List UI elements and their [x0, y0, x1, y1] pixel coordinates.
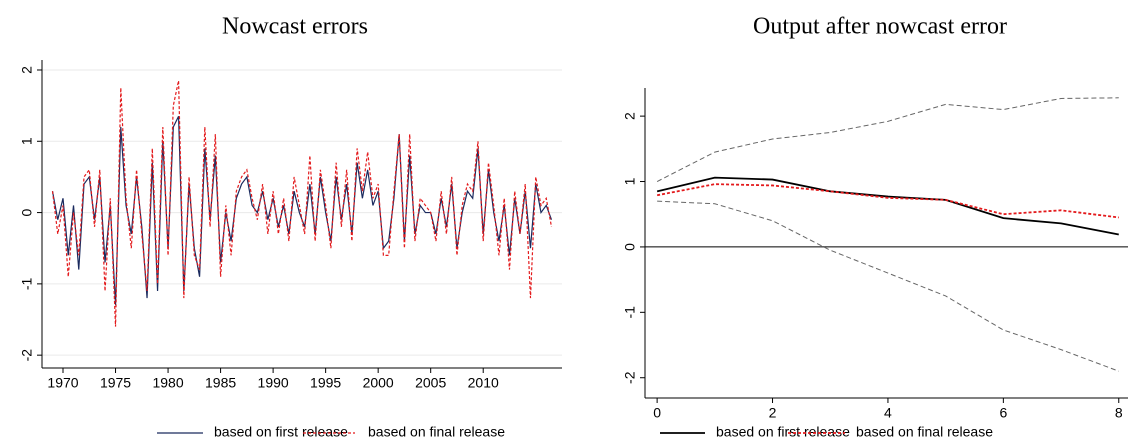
- y-tick-label: -2: [622, 371, 638, 384]
- chart-title: Nowcast errors: [222, 14, 368, 40]
- x-tick-label: 8: [1115, 405, 1123, 421]
- y-tick-label: 2: [622, 112, 638, 120]
- y-tick-label: 2: [19, 66, 35, 74]
- y-tick-label: 1: [19, 137, 35, 145]
- x-tick-label: 2000: [363, 375, 394, 391]
- x-tick-label: 0: [653, 405, 661, 421]
- x-tick-label: 2005: [415, 375, 446, 391]
- series-line: [51, 80, 553, 327]
- y-tick-label: 0: [622, 243, 638, 251]
- y-tick-label: -1: [19, 277, 35, 290]
- y-tick-label: 0: [19, 208, 35, 216]
- series-line: [656, 183, 1119, 219]
- x-tick-label: 1970: [47, 375, 78, 391]
- x-tick-label: 1985: [205, 375, 236, 391]
- y-tick-label: -1: [622, 306, 638, 319]
- band-line: [657, 200, 1119, 372]
- legend-label: based on final release: [856, 424, 993, 440]
- x-tick-label: 1995: [310, 375, 341, 391]
- series-line: [656, 176, 1119, 236]
- chart-title: Output after nowcast error: [753, 14, 1007, 40]
- x-tick-label: 2010: [468, 375, 499, 391]
- legend-label: based on first release: [214, 424, 348, 440]
- x-tick-label: 6: [999, 405, 1007, 421]
- x-tick-label: 1990: [258, 375, 289, 391]
- y-tick-label: 1: [622, 177, 638, 185]
- x-tick-label: 1980: [152, 375, 183, 391]
- band-line: [656, 97, 1119, 182]
- legend-label: based on final release: [368, 424, 505, 440]
- x-tick-label: 4: [884, 405, 892, 421]
- x-tick-label: 1975: [100, 375, 131, 391]
- x-tick-label: 2: [769, 405, 777, 421]
- legend-label: based on first release: [716, 424, 850, 440]
- y-tick-label: -2: [19, 349, 35, 362]
